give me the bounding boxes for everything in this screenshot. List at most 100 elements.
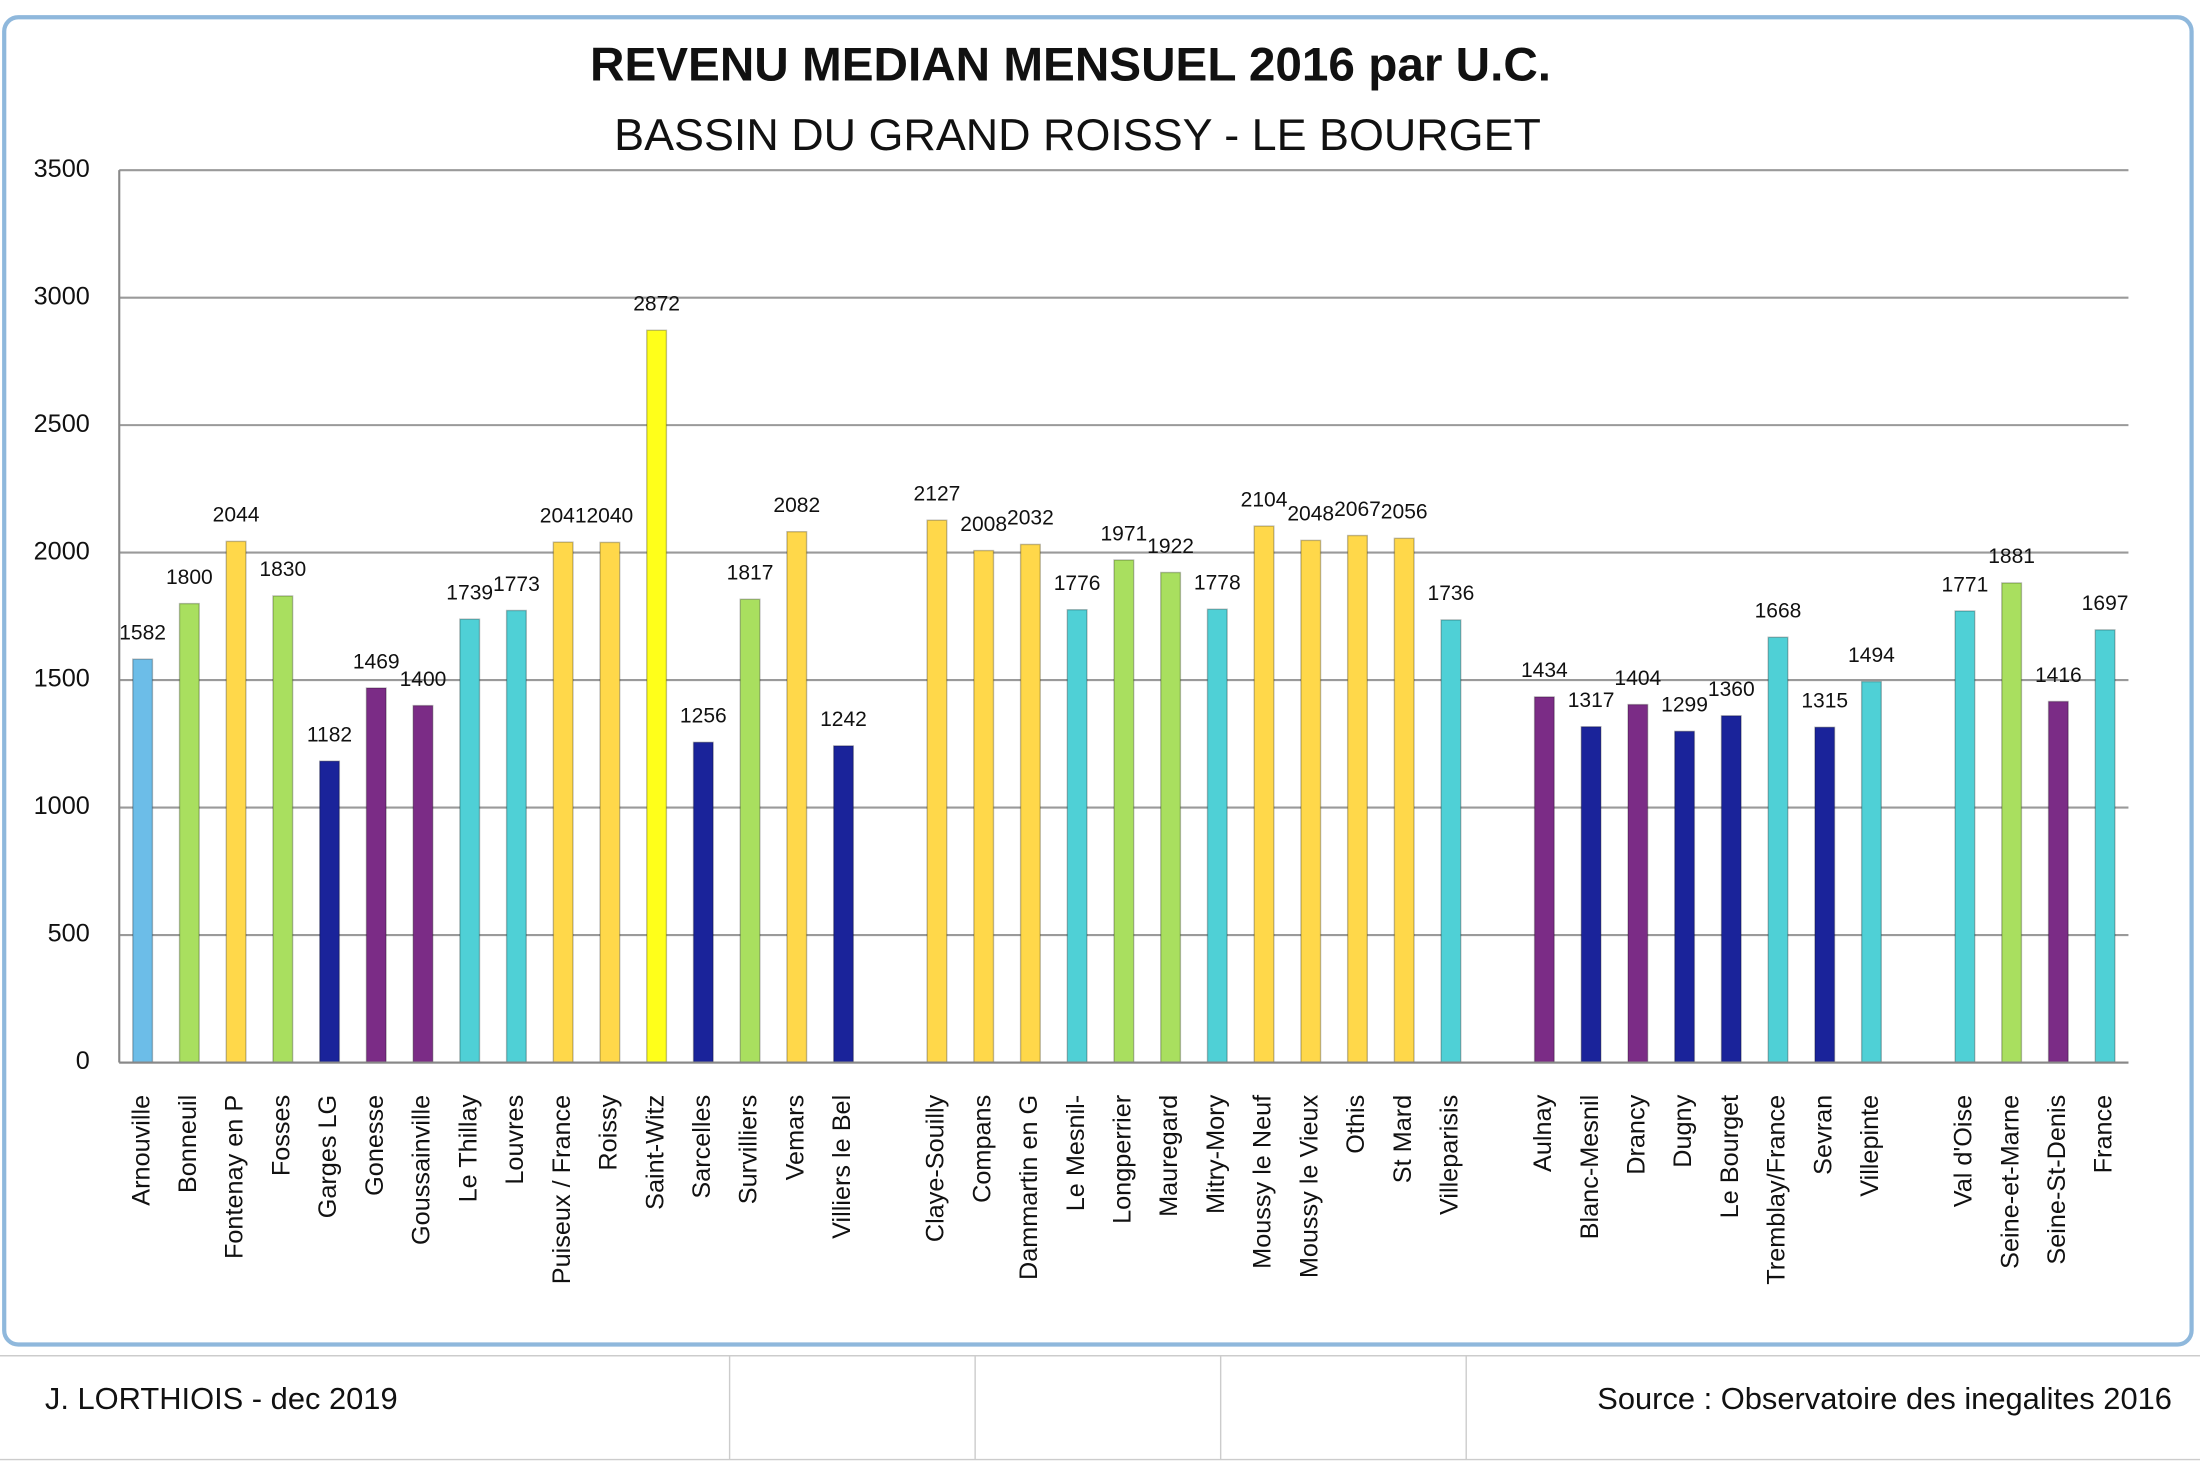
bar [1113,559,1135,1064]
bar [1954,610,1976,1064]
bar [1160,571,1182,1064]
x-tick-label: Claye-Souilly [922,1094,950,1242]
chart-subtitle: BASSIN DU GRAND ROISSY - LE BOURGET [614,109,1541,160]
data-label: 1582 [119,621,166,644]
x-tick-label: Dammartin en G [1015,1095,1043,1280]
x-tick-label: Gonesse [361,1095,389,1196]
x-tick-label: Survilliers [735,1095,763,1204]
bar [599,541,621,1064]
bar [552,541,574,1064]
bar [2001,582,2023,1064]
data-label: 1360 [1708,678,1755,701]
y-tick-label: 3000 [34,282,90,310]
x-tick-label: Val d'Oise [1950,1095,1978,1207]
bar [365,687,387,1064]
data-label: 2040 [586,505,633,528]
x-tick-label: Seine-et-Marne [1996,1095,2024,1269]
bar [272,595,294,1064]
data-label: 1971 [1100,522,1147,545]
bar [692,741,714,1064]
data-label: 2032 [1007,507,1054,530]
data-label: 1800 [166,566,213,589]
data-label: 1776 [1054,572,1101,595]
data-label: 2056 [1381,501,1428,524]
bar [1814,726,1836,1064]
x-tick-label: Drancy [1623,1094,1651,1174]
data-label: 1739 [446,581,493,604]
x-tick-label: Othis [1342,1095,1370,1154]
data-label: 1317 [1568,689,1615,712]
data-label: 2048 [1287,503,1334,526]
data-label: 1830 [259,558,306,581]
x-tick-label: Compans [968,1095,996,1203]
y-tick-label: 3500 [34,155,90,183]
x-tick-label: Le Mesnil- [1062,1095,1090,1211]
footer-author: J. LORTHIOIS - dec 2019 [45,1381,398,1416]
bar [973,549,995,1064]
data-label: 1299 [1661,694,1708,717]
bar [1066,609,1088,1064]
footer [0,1355,2200,1461]
x-tick-label: Saint-Witz [641,1095,669,1210]
x-tick-label: Le Bourget [1716,1095,1744,1219]
x-tick-label: Fosses [267,1095,295,1176]
data-label: 1668 [1755,600,1802,623]
data-label: 2872 [633,293,680,316]
data-label: 1736 [1428,582,1475,605]
data-label: 1315 [1801,690,1848,713]
data-label: 2008 [960,513,1007,536]
x-tick-label: Villeparisis [1436,1095,1464,1215]
y-tick-label: 2000 [34,537,90,565]
bar [1346,534,1369,1064]
x-tick-label: St Mard [1389,1095,1417,1183]
bar [1253,525,1275,1064]
bar [1019,543,1041,1064]
data-label: 1242 [820,708,867,731]
x-tick-label: Blanc-Mesnil [1576,1095,1604,1240]
bar [319,760,341,1064]
bar [132,658,154,1064]
data-label: 1697 [2082,592,2129,615]
x-tick-label: Louvres [501,1095,529,1185]
bar [178,602,200,1064]
bar [459,618,481,1064]
bar [1720,715,1742,1064]
data-label: 1922 [1147,535,1194,558]
data-label: 1400 [400,668,447,691]
y-tick-label: 2500 [34,410,90,438]
x-tick-label: France [2090,1095,2118,1174]
data-label: 1404 [1614,667,1661,690]
y-tick-label: 500 [48,920,90,948]
bar [786,530,808,1064]
data-label: 1881 [1988,545,2035,568]
data-label: 1434 [1521,659,1568,682]
data-label: 2082 [773,494,820,517]
bar [2094,629,2116,1064]
x-tick-label: Seine-St-Denis [2043,1095,2071,1265]
bar [412,704,434,1064]
bar [739,598,761,1064]
bar [1440,619,1462,1064]
data-label: 1771 [1942,573,1989,596]
data-label: 1416 [2035,664,2082,687]
data-label: 1778 [1194,572,1241,595]
y-tick-label: 1500 [34,665,90,693]
data-label: 2044 [213,504,260,527]
data-label: 1469 [353,650,400,673]
data-label: 2104 [1241,488,1288,511]
x-tick-label: Moussy le Vieux [1295,1094,1323,1278]
bar [1533,696,1555,1064]
data-label: 1256 [680,705,727,728]
x-tick-label: Moussy le Neuf [1249,1094,1277,1269]
bar [1393,537,1415,1064]
x-tick-label: Mauregard [1155,1095,1183,1217]
x-tick-label: Arnouville [127,1095,155,1206]
x-tick-label: Garges LG [314,1095,342,1219]
bar [225,540,247,1064]
footer-source: Source : Observatoire des inegalites 201… [1597,1381,2172,1416]
x-tick-label: Villepinte [1856,1095,1884,1197]
bar [1627,703,1649,1064]
x-tick-label: Villiers le Bel [828,1095,856,1239]
x-tick-label: Le Thillay [454,1094,482,1202]
